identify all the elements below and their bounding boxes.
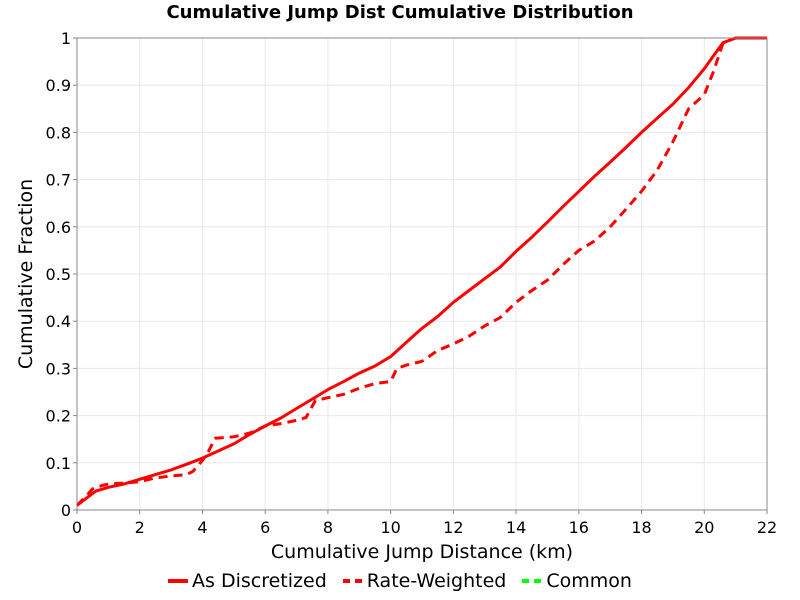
x-tick-label: 10 bbox=[380, 518, 400, 537]
legend-item: Common bbox=[522, 570, 632, 592]
legend-swatch bbox=[522, 579, 543, 583]
y-tick-label: 0.1 bbox=[46, 454, 71, 473]
plot-border bbox=[76, 37, 768, 511]
y-tick-label: 0 bbox=[61, 501, 71, 520]
legend-label: As Discretized bbox=[192, 570, 327, 592]
legend-item: As Discretized bbox=[168, 570, 327, 592]
x-tick-label: 22 bbox=[757, 518, 777, 537]
y-tick-label: 0.3 bbox=[46, 359, 71, 378]
legend: As Discretized Rate-Weighted Common bbox=[0, 570, 800, 592]
series-line-rate-weighted bbox=[75, 36, 767, 507]
y-tick-label: 0.5 bbox=[46, 265, 71, 284]
y-tick-label: 0.7 bbox=[46, 171, 71, 190]
x-tick-label: 12 bbox=[443, 518, 463, 537]
x-tick-label: 2 bbox=[135, 518, 145, 537]
tick-layer: 0 2 4 6 8 10 12 14 16 18 20 22 0 0.1 0.2 0.3 0.4 0.5 0.6 0.… bbox=[46, 29, 778, 537]
x-tick-label: 16 bbox=[569, 518, 589, 537]
y-tick-label: 1 bbox=[61, 29, 71, 48]
x-tick-label: 4 bbox=[197, 518, 207, 537]
x-tick-label: 18 bbox=[631, 518, 651, 537]
legend-swatch bbox=[168, 579, 189, 583]
x-tick-label: 6 bbox=[260, 518, 270, 537]
legend-label: Rate-Weighted bbox=[366, 570, 507, 592]
y-axis-title: Cumulative Fraction bbox=[15, 179, 37, 369]
y-tick-label: 0.4 bbox=[46, 312, 71, 331]
legend-swatch bbox=[342, 579, 363, 583]
y-tick-label: 0.6 bbox=[46, 218, 71, 237]
y-tick-label: 0.9 bbox=[46, 76, 71, 95]
chart-title: Cumulative Jump Dist Cumulative Distribu… bbox=[166, 2, 634, 23]
x-tick-label: 8 bbox=[323, 518, 333, 537]
legend-item: Rate-Weighted bbox=[342, 570, 507, 592]
x-tick-label: 14 bbox=[506, 518, 526, 537]
y-tick-label: 0.2 bbox=[46, 407, 71, 426]
y-tick-label: 0.8 bbox=[46, 123, 71, 142]
x-axis-title: Cumulative Jump Distance (km) bbox=[271, 541, 573, 563]
series-line-as-discretized bbox=[76, 36, 767, 507]
series-layer bbox=[75, 36, 767, 507]
legend-label: Common bbox=[546, 570, 632, 592]
x-tick-label: 0 bbox=[72, 518, 82, 537]
x-tick-label: 20 bbox=[694, 518, 714, 537]
